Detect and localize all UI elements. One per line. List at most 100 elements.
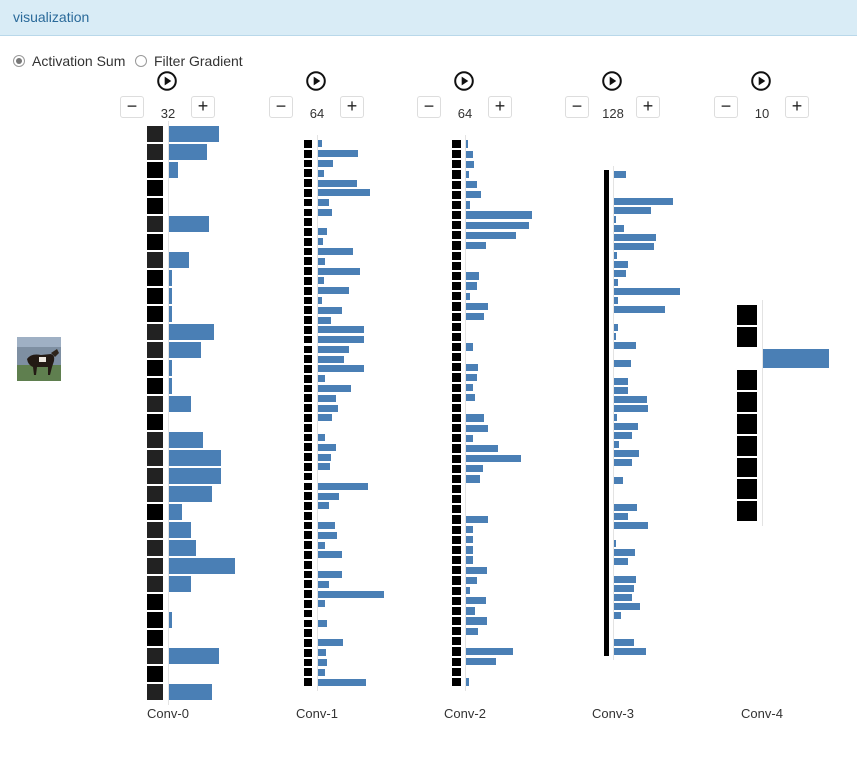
activation-bar[interactable]: [614, 216, 616, 223]
filter-thumbnail[interactable]: [304, 648, 312, 657]
activation-bar[interactable]: [614, 261, 628, 268]
filter-thumbnail[interactable]: [452, 606, 461, 615]
filter-thumbnail[interactable]: [452, 474, 461, 484]
filter-thumbnail[interactable]: [304, 179, 312, 187]
filter-thumbnail[interactable]: [452, 251, 461, 260]
activation-bar[interactable]: [614, 648, 646, 655]
filter-thumbnail[interactable]: [147, 666, 163, 682]
activation-bar[interactable]: [614, 414, 618, 421]
filter-thumbnail[interactable]: [452, 140, 461, 149]
activation-bar[interactable]: [614, 306, 666, 313]
increase-filters-button[interactable]: +: [340, 96, 364, 118]
activation-bar[interactable]: [169, 432, 204, 448]
filter-thumbnail[interactable]: [304, 306, 312, 315]
activation-bar[interactable]: [466, 546, 473, 554]
activation-bar[interactable]: [763, 348, 829, 369]
filter-thumbnail[interactable]: [147, 504, 163, 520]
activation-bar[interactable]: [614, 234, 657, 241]
filter-thumbnail[interactable]: [452, 505, 461, 514]
activation-bar[interactable]: [614, 441, 619, 448]
filter-thumbnail[interactable]: [304, 599, 312, 608]
filter-thumbnail[interactable]: [147, 252, 163, 268]
activation-bar[interactable]: [318, 228, 327, 236]
filter-thumbnail[interactable]: [304, 169, 312, 178]
activation-bar[interactable]: [466, 465, 483, 473]
filter-thumbnail[interactable]: [304, 140, 312, 148]
increase-filters-button[interactable]: +: [488, 96, 512, 118]
activation-bar[interactable]: [614, 639, 635, 646]
activation-bar[interactable]: [169, 126, 219, 142]
activation-bar[interactable]: [169, 468, 222, 484]
filter-thumbnail[interactable]: [147, 360, 163, 376]
activation-bar[interactable]: [318, 296, 322, 304]
activation-bar[interactable]: [169, 216, 209, 232]
activation-bar[interactable]: [614, 243, 654, 250]
filter-thumbnail[interactable]: [737, 305, 757, 325]
filter-thumbnail[interactable]: [147, 216, 163, 232]
activation-bar[interactable]: [466, 272, 479, 280]
activation-bar[interactable]: [318, 482, 369, 490]
activation-bar[interactable]: [614, 405, 648, 412]
filter-thumbnail[interactable]: [452, 332, 461, 341]
filter-thumbnail[interactable]: [147, 558, 163, 574]
activation-bar[interactable]: [169, 324, 214, 340]
filter-thumbnail[interactable]: [452, 616, 461, 626]
activation-bar[interactable]: [318, 522, 336, 530]
filter-thumbnail[interactable]: [147, 288, 163, 304]
filter-thumbnail[interactable]: [304, 228, 312, 236]
filter-thumbnail[interactable]: [452, 525, 461, 534]
filter-thumbnail[interactable]: [452, 211, 461, 220]
filter-thumbnail[interactable]: [452, 393, 461, 402]
activation-bar[interactable]: [466, 627, 478, 635]
activation-bar[interactable]: [318, 159, 334, 167]
filter-thumbnail[interactable]: [737, 326, 757, 347]
filter-thumbnail[interactable]: [304, 355, 312, 364]
activation-bar[interactable]: [318, 189, 371, 197]
activation-bar[interactable]: [318, 208, 332, 216]
activation-bar[interactable]: [614, 477, 623, 484]
activation-bar[interactable]: [614, 198, 674, 205]
filter-thumbnail[interactable]: [452, 434, 461, 443]
filter-thumbnail[interactable]: [452, 363, 461, 372]
activation-bar[interactable]: [169, 450, 222, 466]
filter-thumbnail[interactable]: [304, 678, 312, 686]
activation-bar[interactable]: [466, 556, 474, 564]
filter-thumbnail[interactable]: [452, 312, 461, 321]
filter-thumbnail[interactable]: [147, 378, 163, 394]
activation-bar[interactable]: [318, 355, 344, 363]
filter-thumbnail[interactable]: [304, 218, 312, 227]
activation-bar[interactable]: [466, 424, 488, 432]
activation-bar[interactable]: [466, 181, 477, 189]
filter-thumbnail[interactable]: [304, 267, 312, 275]
filter-thumbnail[interactable]: [452, 657, 461, 666]
activation-bar[interactable]: [466, 292, 470, 300]
activation-bar[interactable]: [169, 288, 172, 304]
activation-bar[interactable]: [466, 312, 484, 321]
activation-bar[interactable]: [318, 238, 323, 246]
play-icon[interactable]: [602, 71, 622, 91]
filter-thumbnail[interactable]: [304, 551, 312, 559]
filter-thumbnail[interactable]: [304, 296, 312, 305]
activation-bar[interactable]: [169, 252, 189, 268]
activation-bar[interactable]: [466, 241, 486, 250]
increase-filters-button[interactable]: +: [636, 96, 660, 118]
filter-thumbnail[interactable]: [452, 637, 461, 646]
activation-bar[interactable]: [614, 225, 624, 232]
play-icon[interactable]: [454, 71, 474, 91]
filter-thumbnail[interactable]: [452, 180, 461, 189]
filter-thumbnail[interactable]: [452, 454, 461, 463]
activation-bar[interactable]: [318, 169, 324, 177]
activation-bar[interactable]: [466, 221, 529, 229]
filter-thumbnail[interactable]: [304, 570, 312, 579]
activation-bar[interactable]: [169, 558, 235, 574]
activation-bar[interactable]: [169, 270, 172, 286]
activation-bar[interactable]: [466, 586, 470, 595]
filter-thumbnail[interactable]: [737, 370, 757, 391]
filter-thumbnail[interactable]: [737, 435, 757, 456]
filter-thumbnail[interactable]: [452, 414, 461, 423]
activation-bar[interactable]: [466, 536, 474, 544]
filter-thumbnail[interactable]: [147, 486, 163, 502]
filter-thumbnail[interactable]: [304, 443, 312, 452]
activation-bar[interactable]: [318, 492, 340, 500]
decrease-filters-button[interactable]: −: [120, 96, 144, 118]
